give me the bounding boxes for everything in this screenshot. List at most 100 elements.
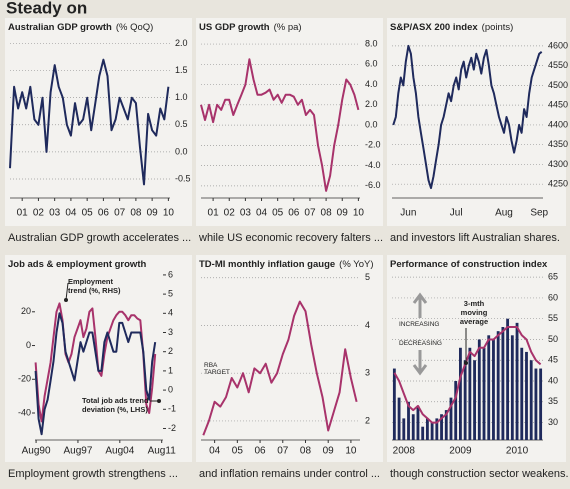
y-tick-label: 4550 bbox=[548, 60, 568, 70]
bar bbox=[487, 335, 491, 440]
annotation: DECREASING bbox=[399, 340, 442, 347]
bar bbox=[482, 347, 486, 440]
legend-label: Total job ads trend deviation (%, LHS) bbox=[82, 396, 149, 414]
y-tick-label: 3 bbox=[168, 327, 173, 337]
x-tick-label: Jun bbox=[400, 208, 416, 219]
page-title: Steady on bbox=[6, 0, 87, 17]
x-tick-label: 10 bbox=[353, 208, 365, 219]
x-tick-label: 2009 bbox=[449, 446, 472, 457]
y-tick-label: -0.5 bbox=[175, 173, 191, 183]
chart-units: (points) bbox=[482, 22, 514, 33]
chart-title-text: TD-MI monthly inflation gauge bbox=[199, 259, 335, 270]
y-tick-label: 4450 bbox=[548, 100, 568, 110]
y-tick-label: 0 bbox=[168, 384, 173, 394]
bar bbox=[539, 368, 543, 440]
caption: Employment growth strengthens ... bbox=[8, 468, 178, 480]
panel bbox=[387, 18, 566, 226]
y-tick-label: -2.0 bbox=[365, 140, 381, 150]
arrow bbox=[412, 350, 428, 376]
bar bbox=[501, 327, 505, 440]
y-tick-label: 4500 bbox=[548, 80, 568, 90]
chart-title-text: Australian GDP growth bbox=[8, 22, 112, 33]
x-tick-label: 01 bbox=[208, 208, 220, 219]
x-tick-label: 09 bbox=[323, 446, 335, 457]
y-tick-label: 1.0 bbox=[175, 92, 188, 102]
y-tick-label: 60 bbox=[548, 292, 558, 302]
x-tick-label: Aug bbox=[495, 208, 513, 219]
bar bbox=[515, 322, 519, 440]
line bbox=[200, 58, 360, 192]
y-tick-label: 6 bbox=[168, 269, 173, 279]
line bbox=[393, 326, 542, 424]
x-tick-label: 06 bbox=[288, 208, 300, 219]
bar bbox=[506, 318, 510, 440]
bar bbox=[416, 405, 420, 440]
x-tick-label: 2010 bbox=[506, 446, 529, 457]
y-tick-label: 20 bbox=[21, 306, 31, 316]
x-tick-label: 05 bbox=[232, 446, 244, 457]
line bbox=[9, 58, 170, 186]
leader-dot bbox=[464, 361, 468, 365]
bar bbox=[459, 347, 462, 440]
x-tick-label: 01 bbox=[17, 208, 29, 219]
chart-units: (% YoY) bbox=[339, 259, 373, 270]
chart-units: (% QoQ) bbox=[116, 22, 153, 33]
y-tick-label: -20 bbox=[18, 374, 31, 384]
legend-label: 3-mth moving average bbox=[459, 299, 489, 326]
caption: and inflation remains under control ... bbox=[199, 468, 380, 480]
y-tick-label: 0.5 bbox=[175, 119, 188, 129]
y-tick-label: 2.0 bbox=[175, 38, 188, 48]
bar bbox=[411, 414, 415, 440]
bar bbox=[435, 418, 439, 440]
x-tick-label: 06 bbox=[254, 446, 266, 457]
y-tick-label: 6.0 bbox=[365, 59, 378, 69]
chart-title: US GDP growth (% pa) bbox=[199, 22, 302, 33]
panel bbox=[196, 18, 383, 226]
y-tick-label: 1 bbox=[168, 365, 173, 375]
y-tick-label: -40 bbox=[18, 407, 31, 417]
leader-dot bbox=[64, 298, 68, 302]
y-tick-label: 4400 bbox=[548, 119, 568, 129]
bar bbox=[496, 331, 500, 440]
y-tick-label: 30 bbox=[548, 417, 558, 427]
x-tick-label: Aug90 bbox=[22, 446, 51, 457]
y-tick-label: 8.0 bbox=[365, 38, 378, 48]
leader-dot bbox=[157, 399, 161, 403]
chart-title: Job ads & employment growth bbox=[8, 259, 146, 270]
bar bbox=[463, 360, 467, 440]
y-tick-label: 50 bbox=[548, 334, 558, 344]
chart-title-text: Performance of construction index bbox=[390, 259, 548, 270]
bar bbox=[454, 381, 458, 440]
y-tick-label: 3 bbox=[365, 368, 370, 378]
x-tick-label: 10 bbox=[345, 446, 357, 457]
chart-title: Performance of construction index bbox=[390, 259, 548, 270]
line bbox=[392, 44, 543, 190]
x-tick-label: Jul bbox=[450, 208, 463, 219]
y-tick-label: -4.0 bbox=[365, 160, 381, 170]
y-tick-label: 55 bbox=[548, 313, 558, 323]
y-tick-label: 4300 bbox=[548, 159, 568, 169]
x-tick-label: 04 bbox=[256, 208, 268, 219]
bar bbox=[520, 347, 524, 440]
chart-title: S&P/ASX 200 index (points) bbox=[390, 22, 513, 33]
line bbox=[202, 300, 358, 436]
chart-title: Australian GDP growth (% QoQ) bbox=[8, 22, 153, 33]
bar bbox=[444, 410, 448, 440]
y-tick-label: 2 bbox=[365, 415, 370, 425]
x-tick-label: Aug11 bbox=[148, 446, 177, 457]
x-tick-label: 05 bbox=[272, 208, 284, 219]
x-tick-label: 09 bbox=[337, 208, 349, 219]
x-tick-label: Aug97 bbox=[63, 446, 92, 457]
y-tick-label: 1.5 bbox=[175, 65, 188, 75]
line bbox=[34, 302, 157, 423]
arrow bbox=[412, 292, 428, 318]
bar bbox=[392, 368, 396, 440]
bar bbox=[510, 335, 514, 440]
y-tick-label: 4.0 bbox=[365, 79, 378, 89]
x-tick-label: 07 bbox=[114, 208, 126, 219]
y-tick-label: 0 bbox=[26, 340, 31, 350]
bar bbox=[402, 418, 406, 440]
chart-units: (% pa) bbox=[274, 22, 302, 33]
